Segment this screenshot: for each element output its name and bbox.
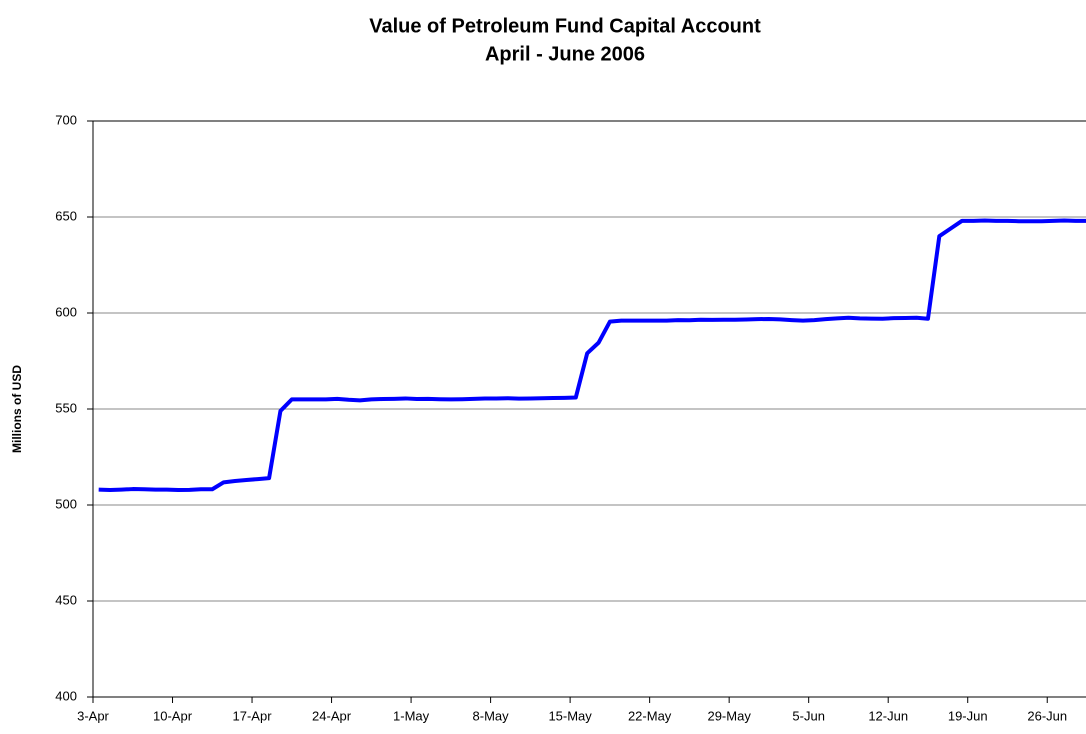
x-tick-label: 15-May: [548, 708, 592, 723]
x-tick-label: 3-Apr: [77, 708, 109, 723]
x-tick-label: 10-Apr: [153, 708, 193, 723]
x-tick-label: 1-May: [393, 708, 430, 723]
y-axis-label: Millions of USD: [10, 365, 24, 453]
x-tick-label: 8-May: [473, 708, 510, 723]
x-tick-label: 26-Jun: [1027, 708, 1067, 723]
y-tick-label: 650: [55, 208, 77, 223]
y-tick-label: 500: [55, 496, 77, 511]
data-line: [98, 218, 1086, 493]
y-tick-label: 450: [55, 592, 77, 607]
x-tick-label: 22-May: [628, 708, 672, 723]
y-tick-label: 550: [55, 400, 77, 415]
y-tick-label: 700: [55, 112, 77, 127]
x-tick-label: 19-Jun: [948, 708, 988, 723]
x-tick-label: 24-Apr: [312, 708, 352, 723]
y-tick-label: 600: [55, 304, 77, 319]
y-tick-label: 400: [55, 688, 77, 703]
x-tick-label: 12-Jun: [868, 708, 908, 723]
chart-title: Value of Petroleum Fund Capital Account: [369, 15, 761, 37]
x-tick-label: 17-Apr: [233, 708, 273, 723]
x-tick-label: 29-May: [707, 708, 751, 723]
chart-subtitle: April - June 2006: [485, 43, 645, 65]
x-tick-label: 5-Jun: [792, 708, 825, 723]
